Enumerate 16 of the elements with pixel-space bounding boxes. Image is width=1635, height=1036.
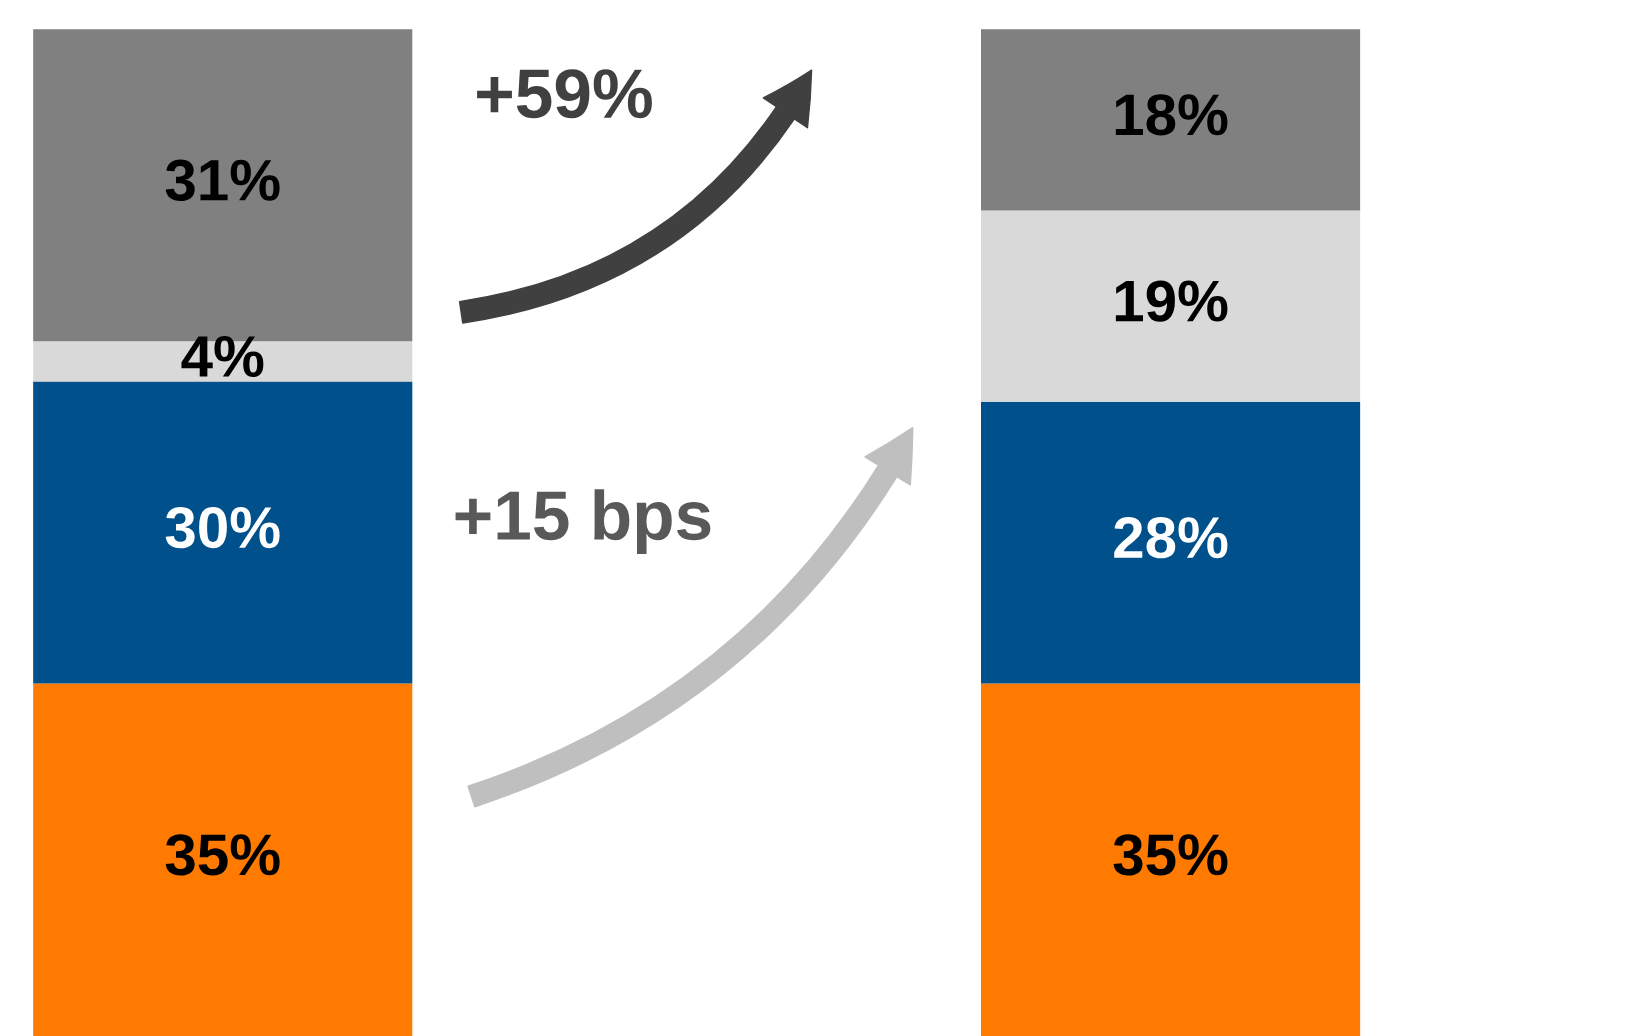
bar <box>981 401 1361 684</box>
data-label: 35% <box>1113 834 1228 876</box>
data-label: 31% <box>165 159 280 201</box>
data-label: 18% <box>1115 94 1228 136</box>
bar <box>33 381 413 684</box>
annotation: +59% <box>477 69 652 119</box>
data-label: 4% <box>181 335 264 377</box>
annotation: +15 bps <box>455 489 711 554</box>
bar <box>33 683 413 1036</box>
data-label: 28% <box>1114 517 1228 559</box>
bar <box>981 29 1361 211</box>
data-label: 30% <box>165 506 280 549</box>
data-label: 35% <box>165 834 280 876</box>
data-label: 19% <box>1115 280 1228 322</box>
bar <box>981 683 1361 1036</box>
bar <box>981 210 1361 402</box>
